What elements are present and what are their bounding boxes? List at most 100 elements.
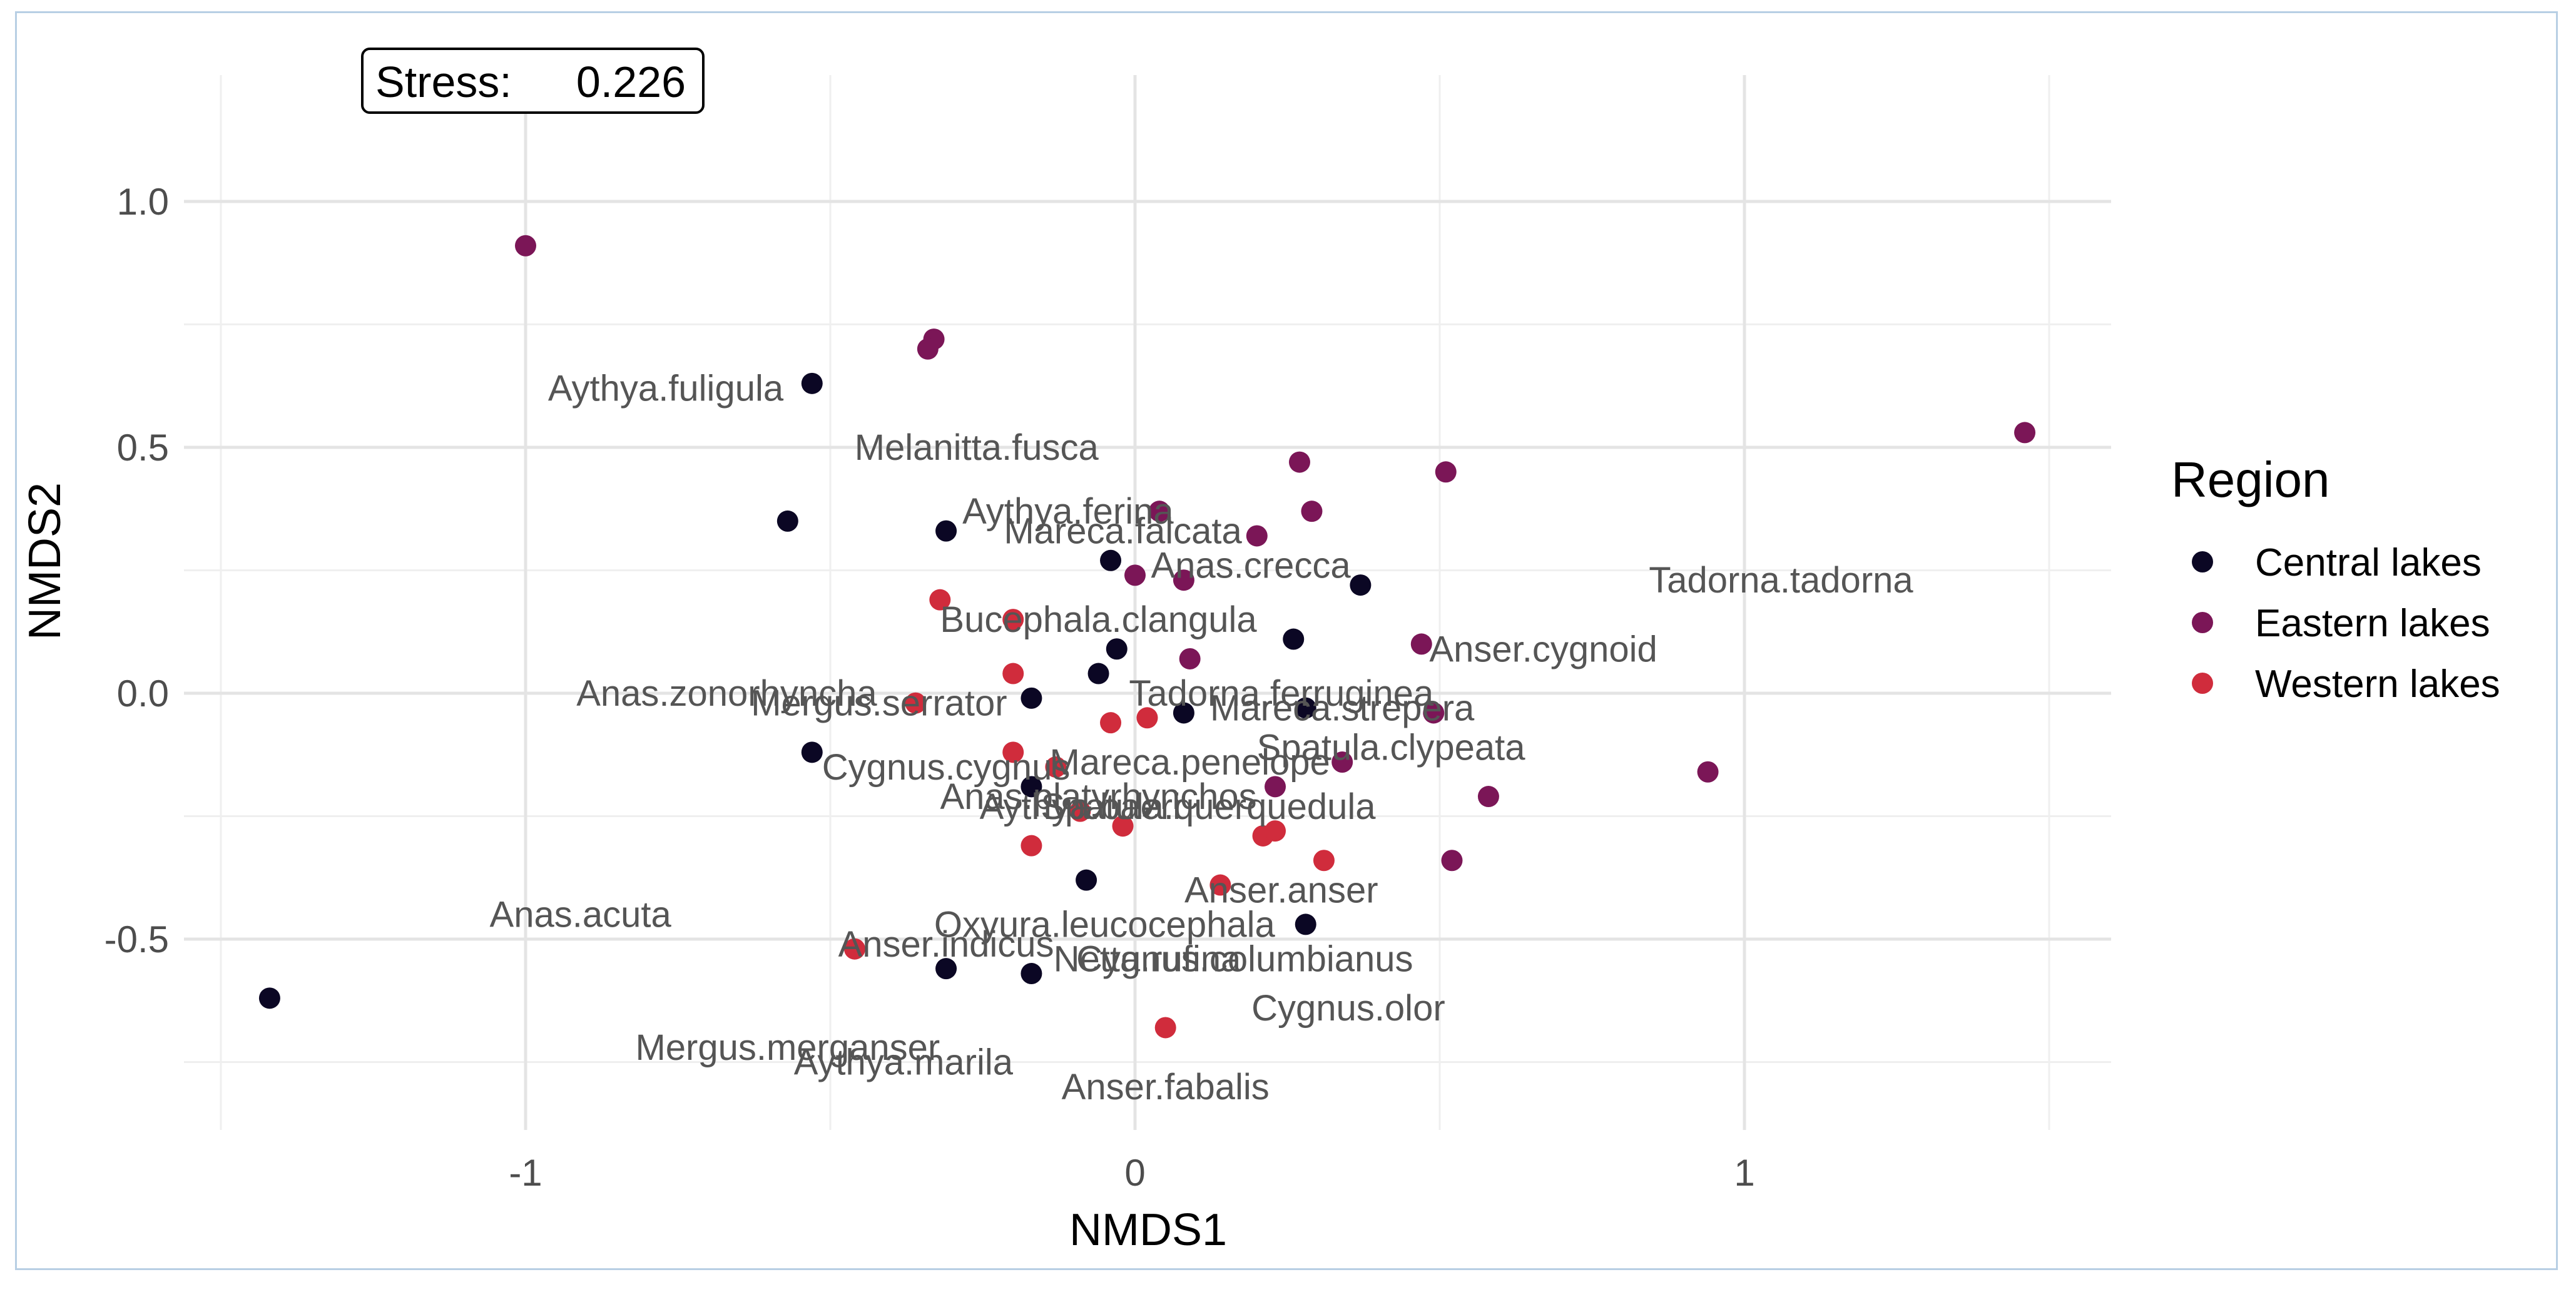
legend-key: [2192, 551, 2213, 572]
legend-label: Western lakes: [2255, 663, 2500, 706]
data-point: [776, 510, 798, 532]
data-point: [1350, 574, 1372, 596]
species-label: Mergus.merganser: [635, 1027, 940, 1068]
stress-annotation: Stress: 0.226: [361, 48, 705, 114]
stress-label: Stress:: [375, 58, 512, 106]
data-point: [1002, 741, 1024, 763]
data-point: [1477, 786, 1499, 808]
data-point: [1265, 820, 1286, 842]
y-tick-label: 0.0: [117, 673, 169, 715]
data-point: [1106, 638, 1128, 660]
species-label: Aythya.baeri: [980, 786, 1181, 827]
species-label: Anser.anser: [1184, 870, 1378, 910]
stress-box: [361, 48, 705, 114]
figure-frame: [15, 11, 2558, 1270]
data-point: [258, 987, 280, 1009]
legend: Region Central lakes Eastern lakes Western…: [2171, 452, 2500, 706]
species-label: Spatula.clypeata: [1257, 727, 1526, 768]
species-label: Aythya.fuligula: [548, 369, 784, 409]
data-point: [1283, 628, 1305, 650]
species-label: Anser.fabalis: [1062, 1067, 1270, 1107]
species-label: Melanitta.fusca: [855, 427, 1099, 468]
data-point: [1301, 501, 1323, 522]
y-axis-title: NMDS2: [20, 482, 70, 640]
species-label: Aythya.ferina: [962, 491, 1174, 532]
data-point: [1313, 850, 1335, 872]
data-point: [1087, 663, 1109, 684]
species-label: Mergus.serrator: [751, 683, 1007, 724]
species-label: Cygnus.cygnus: [822, 747, 1071, 788]
legend-key: [2192, 612, 2213, 633]
data-point: [1021, 776, 1042, 798]
legend-key: [2192, 673, 2213, 694]
x-tick-label: 1: [1734, 1152, 1754, 1194]
data-point: [935, 958, 957, 980]
data-point: [801, 741, 823, 763]
data-point: [801, 372, 823, 394]
species-labels: Aythya.fuligula Melanitta.fusca Aythya.fer…: [490, 369, 1914, 1107]
species-label: Anas.zonorhyncha: [576, 673, 877, 714]
species-label: Netta.rufina: [1054, 938, 1242, 979]
legend-label: Eastern lakes: [2255, 602, 2490, 645]
legend-title: Region: [2171, 452, 2330, 507]
data-point: [1697, 761, 1719, 783]
data-point: [1021, 835, 1042, 857]
data-point: [1154, 1017, 1176, 1039]
data-point: [1076, 869, 1097, 891]
species-label: Spatula.querquedula: [1041, 786, 1376, 827]
data-point: [1173, 702, 1194, 724]
species-label: Mareca.strepera: [1210, 688, 1475, 729]
data-point: [1021, 963, 1042, 985]
species-label: Oxyura.leucocephala: [934, 904, 1276, 945]
data-point: [1112, 815, 1134, 837]
y-tick-label: 1.0: [117, 181, 169, 223]
y-tick-label: 0.5: [117, 427, 169, 469]
data-point: [1136, 707, 1158, 729]
data-point: [1100, 712, 1122, 734]
data-point: [1100, 549, 1122, 571]
data-point: [843, 938, 865, 960]
data-point: [1295, 913, 1316, 935]
data-point: [1002, 663, 1024, 684]
species-label: Mareca.penelope: [1050, 742, 1330, 783]
data-point: [1173, 569, 1194, 591]
data-points: [258, 235, 2036, 1039]
species-label: Tadorna.tadorna: [1649, 560, 1913, 601]
data-point: [1410, 633, 1432, 655]
species-label: Anas.platyrhynchos: [940, 776, 1256, 817]
data-point: [1265, 776, 1286, 798]
data-point: [1002, 609, 1024, 631]
data-point: [935, 520, 957, 542]
species-label: Anser.cygnoid: [1429, 629, 1657, 669]
data-point: [1021, 687, 1042, 709]
x-axis-title: NMDS1: [1069, 1205, 1227, 1255]
data-point: [1295, 697, 1316, 719]
data-point: [929, 589, 951, 611]
species-label: Aythya.marila: [794, 1042, 1014, 1083]
stress-value: 0.226: [576, 58, 686, 106]
data-point: [1423, 702, 1445, 724]
data-point: [1124, 564, 1146, 586]
data-point: [1288, 451, 1310, 473]
data-point: [2014, 422, 2036, 444]
x-tick-label: 0: [1124, 1152, 1145, 1194]
species-label: Tadorna.ferruginea: [1129, 673, 1434, 714]
data-point: [1045, 756, 1067, 778]
legend-items: Central lakes Eastern lakes Western lakes: [2192, 541, 2500, 706]
axis-tick-labels: -0.5 0.0 0.5 1.0 -1 0 1: [104, 181, 1755, 1194]
data-point: [1331, 751, 1353, 773]
legend-label: Central lakes: [2255, 541, 2482, 584]
species-label: Anas.crecca: [1151, 546, 1351, 586]
data-point: [1179, 648, 1201, 669]
data-point: [1148, 501, 1170, 522]
species-label: Cygnus.olor: [1251, 988, 1445, 1029]
data-point: [1441, 850, 1463, 872]
data-point: [515, 235, 536, 257]
species-label: Anser.indicus: [838, 924, 1054, 965]
data-point: [917, 338, 939, 360]
data-point: [1069, 800, 1091, 822]
y-tick-label: -0.5: [104, 918, 169, 960]
x-tick-label: -1: [509, 1152, 542, 1194]
species-label: Mareca.falcata: [1004, 511, 1242, 552]
